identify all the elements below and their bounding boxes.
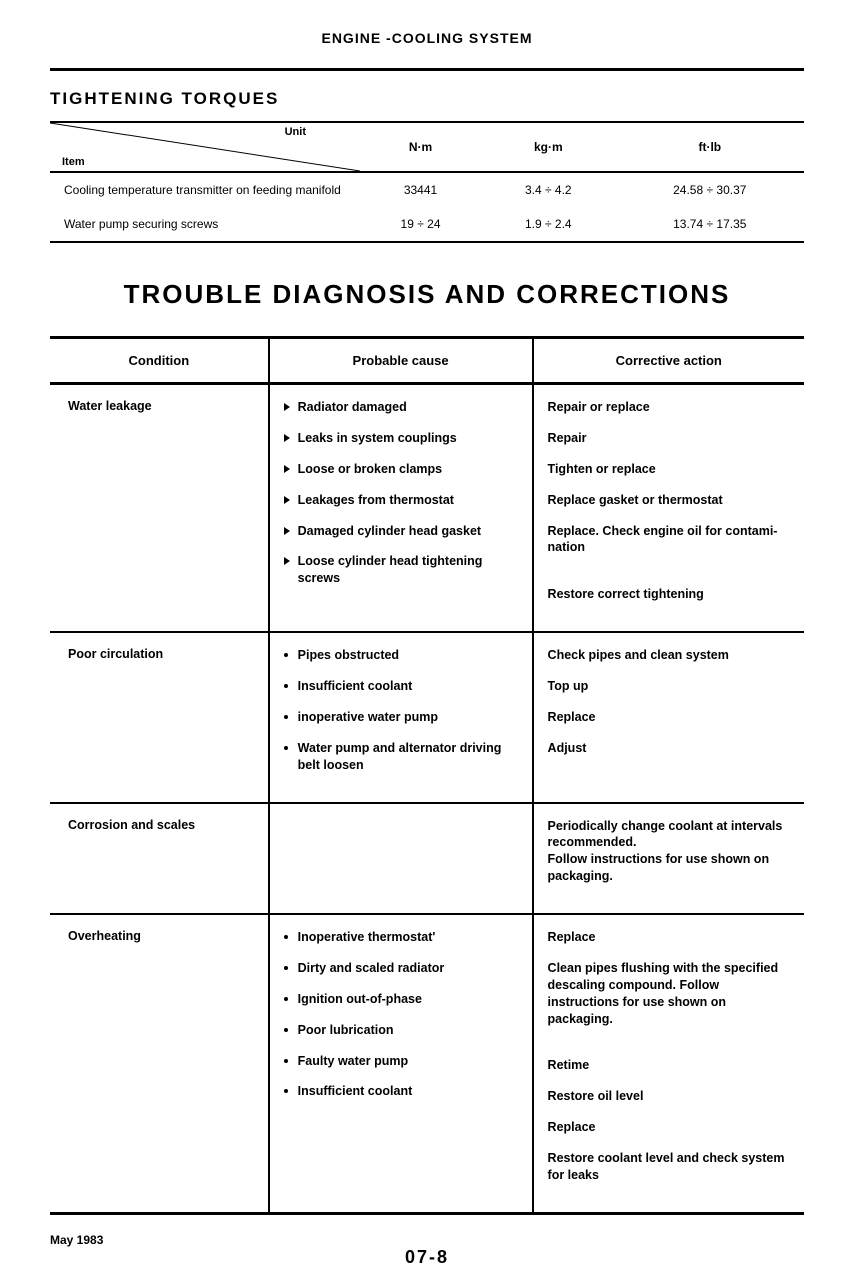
list-item: Restore correct tightening — [548, 586, 790, 603]
list-item: Insufficient coolant — [284, 678, 518, 695]
torque-ftlb: 13.74 ÷ 17.35 — [616, 207, 804, 242]
condition-cell: Overheating — [50, 914, 269, 1213]
list-item: Ignition out-of-phase — [284, 991, 518, 1008]
action-cell: Replace Clean pipes flushing with the spe… — [533, 914, 804, 1213]
th-condition: Condition — [50, 338, 269, 384]
diagonal-line-icon — [50, 123, 360, 171]
th-action: Corrective action — [533, 338, 804, 384]
torque-item-header: Unit Item — [50, 122, 360, 172]
torque-kgm: 3.4 ÷ 4.2 — [481, 172, 616, 207]
list-item: Pipes obstructed — [284, 647, 518, 664]
table-row: Corrosion and scales Periodically change … — [50, 803, 804, 915]
list-item: Poor lubrication — [284, 1022, 518, 1039]
torque-kgm: 1.9 ÷ 2.4 — [481, 207, 616, 242]
footer-page: 07-8 — [405, 1247, 449, 1268]
list-item: Adjust — [548, 740, 790, 757]
table-row: Overheating Inoperative thermostat' Dirty … — [50, 914, 804, 1213]
table-row: Cooling temperature transmitter on feedi… — [50, 172, 804, 207]
list-item: Radiator damaged — [284, 399, 518, 416]
list-item: inoperative water pump — [284, 709, 518, 726]
cause-cell: Radiator damaged Leaks in system coupling… — [269, 384, 533, 633]
list-item: Clean pipes flushing with the specified … — [548, 960, 790, 1028]
list-item: Tighten or replace — [548, 461, 790, 478]
diagnosis-title: TROUBLE DIAGNOSIS AND CORRECTIONS — [50, 279, 804, 310]
list-item: Retime — [548, 1057, 790, 1074]
action-cell: Check pipes and clean system Top up Replac… — [533, 632, 804, 802]
th-cause: Probable cause — [269, 338, 533, 384]
list-item: Inoperative thermostat' — [284, 929, 518, 946]
list-item: Insufficient coolant — [284, 1083, 518, 1100]
torque-nm: 19 ÷ 24 — [360, 207, 481, 242]
list-item: Top up — [548, 678, 790, 695]
page-header: ENGINE -COOLING SYSTEM — [50, 30, 804, 46]
list-item: Dirty and scaled radiator — [284, 960, 518, 977]
col-ftlb: ft·lb — [616, 122, 804, 172]
list-item: Restore coolant level and check system f… — [548, 1150, 790, 1184]
footer-date: May 1983 — [50, 1233, 103, 1247]
list-item: Damaged cylinder head gasket — [284, 523, 518, 540]
unit-label: Unit — [285, 126, 306, 138]
cause-cell: Inoperative thermostat' Dirty and scaled … — [269, 914, 533, 1213]
table-row: Poor circulation Pipes obstructed Insuffic… — [50, 632, 804, 802]
torque-item: Cooling temperature transmitter on feedi… — [50, 172, 360, 207]
table-row: Water leakage Radiator damaged Leaks in sy… — [50, 384, 804, 633]
item-label: Item — [62, 156, 85, 168]
list-item: Repair or replace — [548, 399, 790, 416]
list-item: Loose or broken clamps — [284, 461, 518, 478]
list-item: Replace — [548, 709, 790, 726]
list-item: Periodically change coolant at intervals… — [548, 818, 790, 886]
diagnosis-table: Condition Probable cause Corrective acti… — [50, 336, 804, 1215]
table-row: Water pump securing screws19 ÷ 241.9 ÷ 2… — [50, 207, 804, 242]
list-item: Loose cylinder head tightening screws — [284, 553, 518, 587]
condition-cell: Corrosion and scales — [50, 803, 269, 915]
action-cell: Periodically change coolant at intervals… — [533, 803, 804, 915]
condition-cell: Water leakage — [50, 384, 269, 633]
torque-nm: 33441 — [360, 172, 481, 207]
torque-ftlb: 24.58 ÷ 30.37 — [616, 172, 804, 207]
torque-item: Water pump securing screws — [50, 207, 360, 242]
list-item: Repair — [548, 430, 790, 447]
list-item: Water pump and alternator driving belt l… — [284, 740, 518, 774]
torque-table: Unit Item N·m kg·m ft·lb Cooling tempera… — [50, 121, 804, 243]
condition-cell: Poor circulation — [50, 632, 269, 802]
col-nm: N·m — [360, 122, 481, 172]
list-item: Replace — [548, 929, 790, 946]
action-cell: Repair or replace Repair Tighten or replac… — [533, 384, 804, 633]
list-item: Check pipes and clean system — [548, 647, 790, 664]
list-item: Leaks in system couplings — [284, 430, 518, 447]
cause-cell: Pipes obstructed Insufficient coolant inop… — [269, 632, 533, 802]
cause-cell — [269, 803, 533, 915]
torques-title: TIGHTENING TORQUES — [50, 89, 804, 109]
col-kgm: kg·m — [481, 122, 616, 172]
list-item: Replace gasket or thermostat — [548, 492, 790, 509]
list-item: Leakages from thermostat — [284, 492, 518, 509]
header-rule — [50, 68, 804, 71]
list-item: Replace. Check engine oil for contami-na… — [548, 523, 790, 557]
list-item: Replace — [548, 1119, 790, 1136]
list-item: Restore oil level — [548, 1088, 790, 1105]
list-item: Faulty water pump — [284, 1053, 518, 1070]
